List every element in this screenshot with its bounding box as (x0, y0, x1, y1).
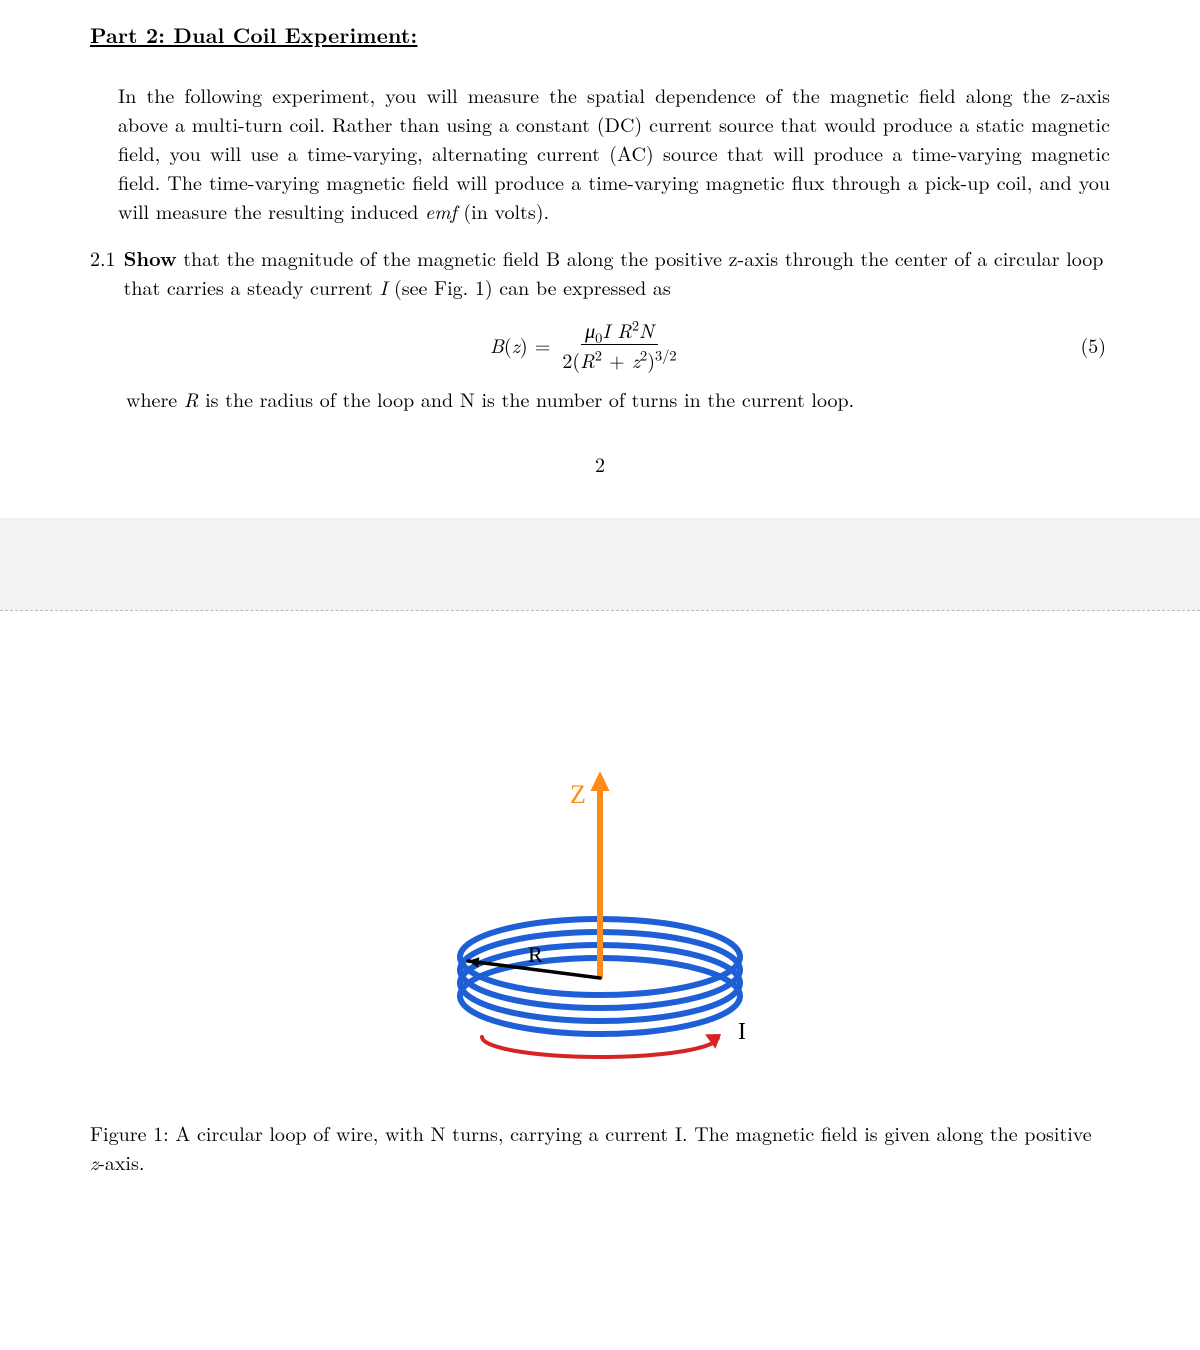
equation-label: (5) (1080, 330, 1110, 359)
page-break-band-top (0, 518, 1200, 610)
equation-5-row: B(z) = μ0I R2N 2(R2 + z2)3/2 (5) (90, 315, 1110, 374)
figure-caption: Figure 1: A circular loop of wire, with … (90, 1118, 1110, 1176)
svg-text:R: R (528, 942, 543, 967)
where-text: where R is the radius of the loop and N … (126, 384, 1110, 413)
intro-paragraph: In the following experiment, you will me… (118, 80, 1110, 225)
figure-1: Z R I (0, 747, 1200, 1082)
equation-lhs: B(z) = (490, 330, 551, 359)
content-top: Part 2: Dual Coil Experiment: In the fol… (0, 0, 1200, 478)
page-number: 2 (90, 449, 1110, 478)
page-break-band-bottom (0, 611, 1200, 707)
svg-text:Z: Z (570, 780, 586, 809)
part-title: Part 2: Dual Coil Experiment: (90, 20, 1110, 50)
equation-5: B(z) = μ0I R2N 2(R2 + z2)3/2 (490, 315, 681, 374)
equation-fraction: μ0I R2N 2(R2 + z2)3/2 (558, 315, 680, 374)
equation-numerator: μ0I R2N (581, 315, 658, 345)
equation-denominator: 2(R2 + z2)3/2 (558, 345, 680, 374)
svg-text:I: I (738, 1019, 746, 1045)
page-root: Part 2: Dual Coil Experiment: In the fol… (0, 0, 1200, 1350)
question-2-1: 2.1 Show that the magnitude of the magne… (90, 243, 1110, 301)
question-text: Show that the magnitude of the magnetic … (124, 243, 1110, 301)
coil-diagram: Z R I (420, 747, 780, 1077)
question-number: 2.1 (90, 243, 116, 301)
